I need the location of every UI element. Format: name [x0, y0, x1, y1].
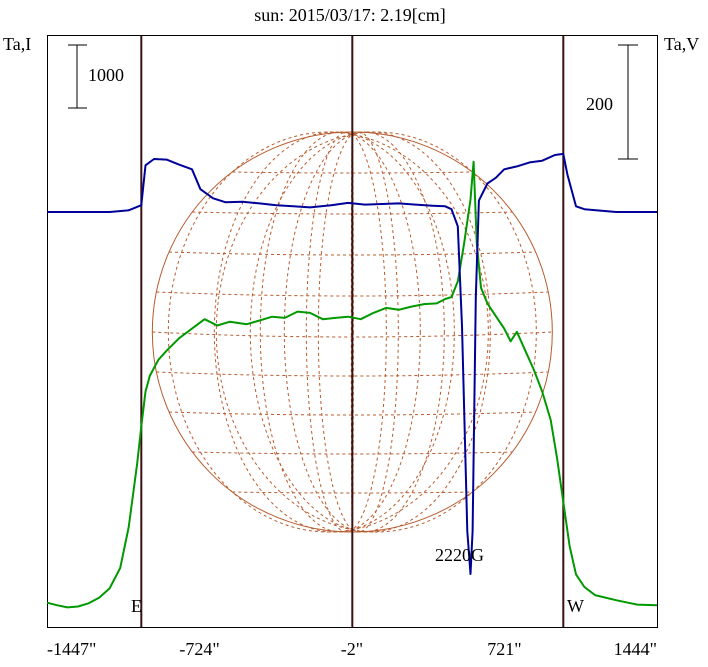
polarization-series-line — [47, 152, 657, 575]
right-scale-bar: 200 — [586, 44, 638, 160]
sun-longitude-line — [317, 131, 399, 533]
right-scale-label: 200 — [586, 94, 613, 114]
field-annotation: 2220G — [435, 545, 484, 565]
sun-longitude-line — [213, 131, 455, 533]
vertical-grid-lines — [140, 36, 565, 627]
x-tick-label: -2" — [341, 639, 363, 659]
x-tick-label: -724" — [179, 639, 219, 659]
plot-frame — [47, 35, 658, 628]
x-tick-label: -1447" — [47, 639, 96, 659]
sun-longitude-line — [305, 131, 387, 533]
sun-latitude-line — [192, 211, 513, 215]
sun-longitude-line — [215, 131, 537, 533]
limb-marker-east: E — [131, 596, 142, 616]
sun-longitude-line — [283, 131, 445, 533]
left-axis-label: Ta,I — [3, 34, 31, 54]
intensity-series-line — [46, 160, 658, 609]
right-axis-label: Ta,V — [664, 34, 699, 54]
chart-title: sun: 2015/03/17: 2.19[cm] — [254, 5, 446, 25]
sun-latitude-line — [168, 411, 536, 416]
limb-marker-west: W — [567, 596, 584, 616]
left-scale-label: 1000 — [88, 65, 124, 85]
sun-longitude-line — [167, 131, 489, 533]
left-scale-bar: 1000 — [68, 44, 124, 109]
sun-latitude-line — [192, 451, 513, 455]
sun-latitude-line — [168, 251, 536, 256]
x-tick-label: 1444" — [614, 639, 657, 659]
sun-longitude-line — [249, 131, 491, 533]
series-layer — [46, 152, 658, 609]
x-tick-label: 721" — [487, 639, 521, 659]
x-tick-labels: -1447" -724" -2" 721" 1444" — [47, 639, 657, 659]
sun-longitude-line — [259, 131, 421, 533]
